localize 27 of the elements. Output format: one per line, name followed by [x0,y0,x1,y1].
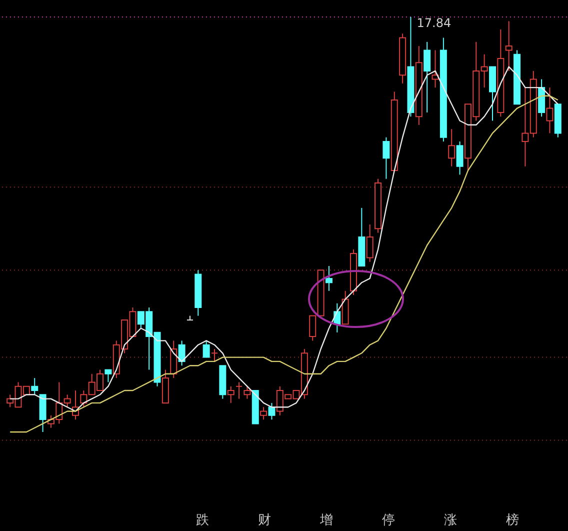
candlestick [366,224,374,262]
candlestick [104,369,112,383]
candlestick [178,340,186,366]
candlestick [202,340,210,358]
text: 停 [382,512,395,529]
text: 增 [320,512,333,529]
candlestick [31,378,38,396]
text: 财 [258,512,271,529]
candlestick [546,87,554,134]
candlestick [268,402,276,420]
candlestick [227,386,234,404]
annotation: 17.84 [416,16,452,30]
candlestick [382,136,390,180]
text: 跌 [196,512,209,529]
candlestick [325,266,332,292]
candlestick [456,141,464,176]
candlestick [211,348,218,362]
candlestick [236,382,243,400]
text: 榜 [506,512,519,529]
candlestick [448,128,456,167]
candlestick [244,386,251,400]
text: 涨 [444,512,457,529]
candlestick [505,20,512,72]
candlestick [432,50,439,88]
candlestick [309,315,316,342]
candlestick [424,41,431,113]
candlestick [260,406,268,420]
